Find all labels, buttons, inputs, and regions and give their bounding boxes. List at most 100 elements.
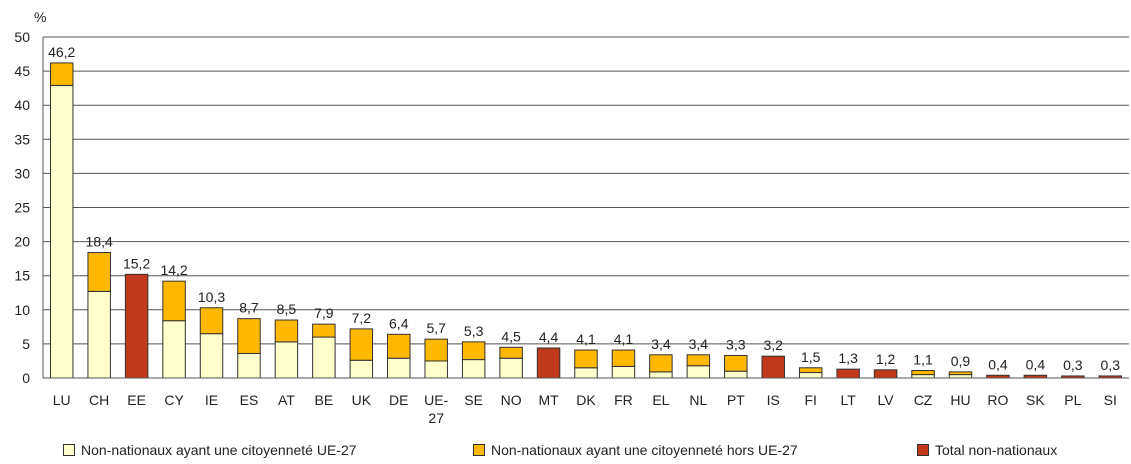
category-label: DE <box>389 392 408 408</box>
bar-ue27 <box>611 365 636 379</box>
y-tick-label: 45 <box>14 63 30 79</box>
category-label: NO <box>501 392 522 408</box>
bar-ue27 <box>49 84 74 379</box>
category-label: PT <box>727 392 745 408</box>
data-label: 3,2 <box>764 337 784 353</box>
y-tick-label: 15 <box>14 268 30 284</box>
data-label: 1,5 <box>801 349 821 365</box>
legend-item-ue27: Non-nationaux ayant une citoyenneté UE-2… <box>63 442 357 458</box>
data-label: 5,7 <box>426 320 446 336</box>
category-label: ES <box>240 392 259 408</box>
data-label: 5,3 <box>464 323 484 339</box>
bar-ue27 <box>312 336 336 379</box>
bar-hors-ue27 <box>499 346 523 359</box>
y-tick-label: 20 <box>14 234 30 250</box>
bar-ue27 <box>911 374 935 379</box>
category-label: CY <box>164 392 184 408</box>
bar-ue27 <box>461 359 486 379</box>
data-label: 7,9 <box>314 305 334 321</box>
bar-hors-ue27 <box>349 328 374 361</box>
category-label: EE <box>127 392 146 408</box>
bar-ue27 <box>574 367 598 379</box>
data-label: 14,2 <box>160 262 187 278</box>
bar-ue27 <box>798 372 823 379</box>
bar-ue27 <box>274 341 299 379</box>
y-axis-unit: % <box>34 9 46 25</box>
legend-swatch-hors <box>473 444 485 456</box>
data-label: 1,2 <box>876 351 896 367</box>
bar-hors-ue27 <box>649 354 673 373</box>
bar-hors-ue27 <box>274 319 299 343</box>
bar-ue27 <box>199 333 224 379</box>
category-label: UE- <box>424 392 448 408</box>
category-label: RO <box>987 392 1008 408</box>
bar-hors-ue27 <box>611 349 636 367</box>
y-tick-label: 35 <box>14 131 30 147</box>
data-label: 4,1 <box>614 331 634 347</box>
bar-ue27 <box>499 357 523 379</box>
bar-hors-ue27 <box>911 369 935 376</box>
chart: % 0 5 10 15 20 25 30 35 40 45 50 46,2 18,4 15,2 14,2 1… <box>14 9 1129 426</box>
bar-total <box>536 347 561 379</box>
category-label: FR <box>614 392 633 408</box>
y-tick-label: 5 <box>22 336 30 352</box>
data-label: 7,2 <box>352 310 372 326</box>
data-label: 0,9 <box>951 353 971 369</box>
category-label: UK <box>352 392 372 408</box>
data-label: 46,2 <box>48 44 75 60</box>
category-label: FI <box>804 392 816 408</box>
category-label: PL <box>1064 392 1081 408</box>
bar-hors-ue27 <box>724 354 748 372</box>
bar-hors-ue27 <box>312 323 336 338</box>
legend-swatch-total <box>917 444 929 456</box>
legend-label-ue27: Non-nationaux ayant une citoyenneté UE-2… <box>81 442 357 458</box>
bar-ue27 <box>162 320 186 379</box>
bar-ue27 <box>349 359 374 379</box>
category-label: IS <box>767 392 780 408</box>
legend-label-total: Total non-nationaux <box>935 442 1058 458</box>
y-tick-label: 0 <box>22 370 30 386</box>
bar-ue27 <box>724 370 748 379</box>
data-label: 4,5 <box>501 328 521 344</box>
category-label: HU <box>950 392 970 408</box>
data-label: 3,4 <box>689 336 709 352</box>
data-label: 8,7 <box>239 300 259 316</box>
bar-hors-ue27 <box>461 341 486 361</box>
y-tick-labels: 0 5 10 15 20 25 30 35 40 45 50 <box>14 29 30 386</box>
legend: Non-nationaux ayant une citoyenneté UE-2… <box>0 442 1131 464</box>
data-labels: 46,2 18,4 15,2 14,2 10,3 8,7 8,5 7,9 7,2 6,4 5,7 5,… <box>48 44 1120 373</box>
bar-hors-ue27 <box>199 307 224 335</box>
legend-item-hors: Non-nationaux ayant une citoyenneté hors… <box>473 442 798 458</box>
bar-hors-ue27 <box>237 318 261 354</box>
category-label: LT <box>840 392 856 408</box>
category-label: DK <box>576 392 596 408</box>
y-tick-label: 40 <box>14 97 30 113</box>
category-label: NL <box>689 392 707 408</box>
data-label: 0,3 <box>1101 357 1121 373</box>
category-label: SI <box>1104 392 1117 408</box>
bar-ue27 <box>87 290 111 379</box>
category-label: LV <box>878 392 895 408</box>
category-label: EL <box>652 392 669 408</box>
bar-hors-ue27 <box>387 333 411 359</box>
bar-hors-ue27 <box>424 338 448 362</box>
data-label: 3,4 <box>651 336 671 352</box>
bar-ue27 <box>387 357 411 379</box>
y-tick-label: 10 <box>14 302 30 318</box>
data-label: 8,5 <box>277 301 297 317</box>
category-label: SE <box>464 392 483 408</box>
y-tick-label: 25 <box>14 200 30 216</box>
data-label: 18,4 <box>86 234 113 250</box>
data-label: 1,1 <box>913 351 933 367</box>
category-label: AT <box>278 392 295 408</box>
bar-total <box>873 369 898 379</box>
bar-total <box>124 273 149 379</box>
data-label: 1,3 <box>838 350 858 366</box>
y-tick-label: 50 <box>14 29 30 45</box>
bar-hors-ue27 <box>162 280 186 322</box>
bar-total <box>836 368 860 379</box>
data-label: 0,4 <box>1026 356 1046 372</box>
legend-label-hors: Non-nationaux ayant une citoyenneté hors… <box>491 442 798 458</box>
bar-ue27 <box>948 374 973 379</box>
data-label: 4,1 <box>576 331 596 347</box>
